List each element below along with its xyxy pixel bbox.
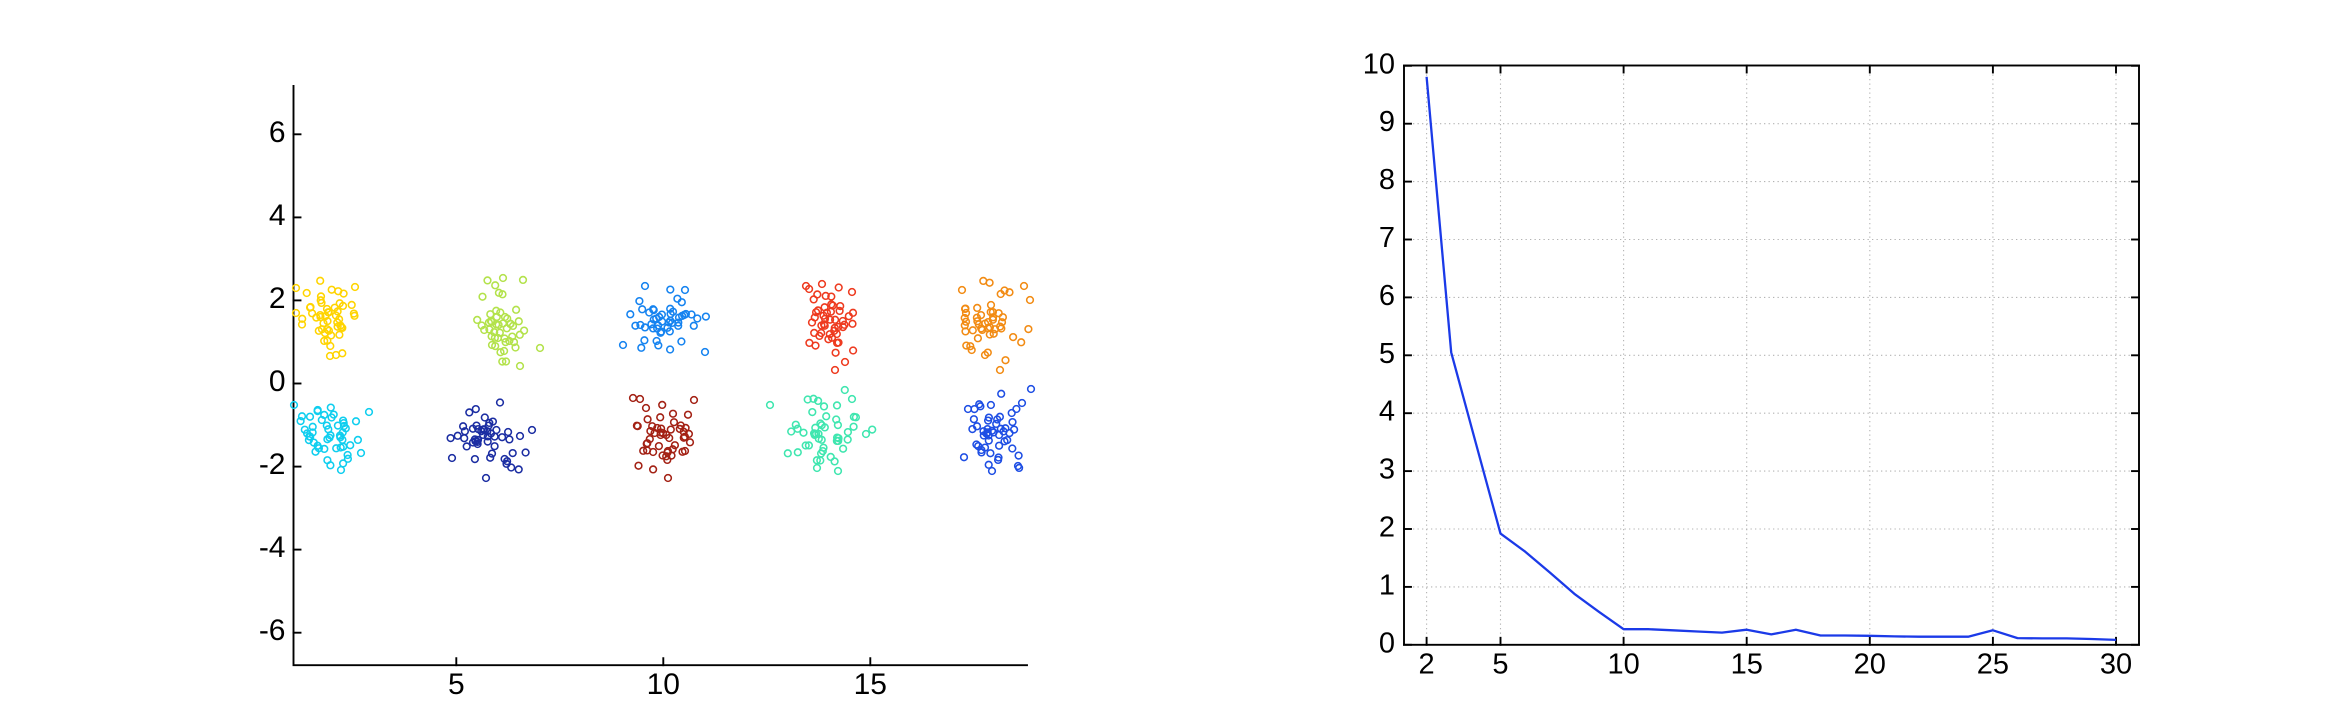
svg-text:5: 5 <box>1492 648 1508 680</box>
svg-text:20: 20 <box>1854 648 1886 680</box>
svg-text:8: 8 <box>1379 164 1395 196</box>
svg-text:9: 9 <box>1379 106 1395 138</box>
svg-text:30: 30 <box>2100 648 2132 680</box>
svg-text:10: 10 <box>1607 648 1639 680</box>
svg-text:4: 4 <box>1379 396 1395 428</box>
svg-text:-4: -4 <box>259 531 286 564</box>
svg-text:0: 0 <box>269 365 286 398</box>
svg-text:-6: -6 <box>259 614 286 647</box>
svg-text:25: 25 <box>1977 648 2009 680</box>
svg-text:10: 10 <box>647 668 680 701</box>
svg-text:6: 6 <box>269 116 286 149</box>
svg-text:2: 2 <box>1379 512 1395 544</box>
svg-text:10: 10 <box>1363 48 1395 80</box>
svg-text:6: 6 <box>1379 280 1395 312</box>
svg-text:3: 3 <box>1379 454 1395 486</box>
svg-text:15: 15 <box>854 668 887 701</box>
svg-text:0: 0 <box>1379 627 1395 659</box>
svg-text:15: 15 <box>1731 648 1763 680</box>
svg-text:1: 1 <box>1379 569 1395 601</box>
svg-text:-2: -2 <box>259 448 286 481</box>
svg-text:5: 5 <box>448 668 465 701</box>
svg-text:2: 2 <box>1419 648 1435 680</box>
svg-text:2: 2 <box>269 282 286 315</box>
svg-text:7: 7 <box>1379 222 1395 254</box>
svg-text:5: 5 <box>1379 338 1395 370</box>
svg-text:4: 4 <box>269 199 286 232</box>
